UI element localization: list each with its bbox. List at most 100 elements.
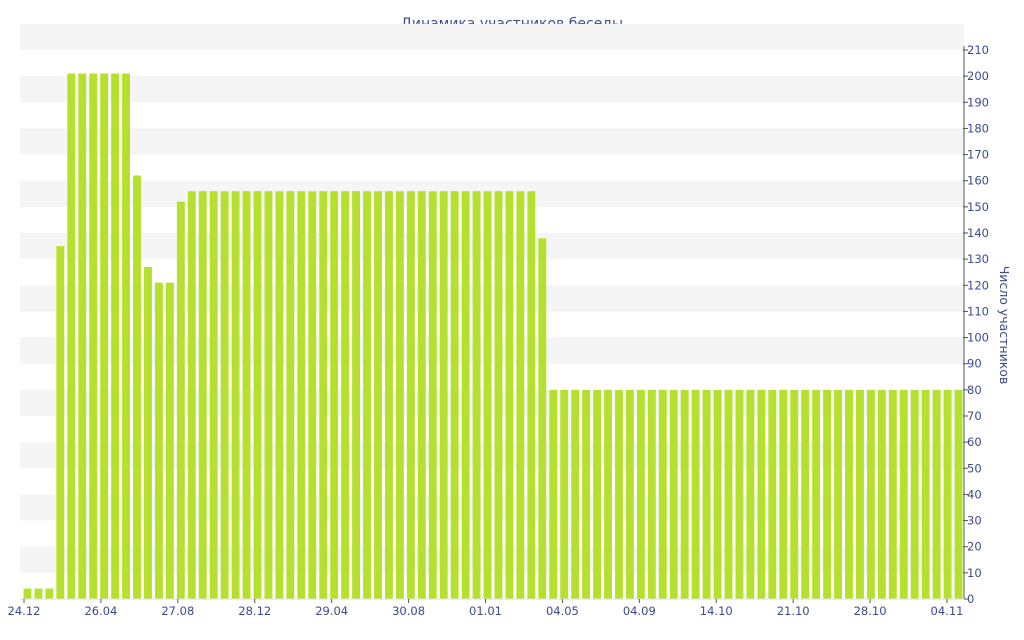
y-tick-label: 60 xyxy=(967,435,982,449)
bar xyxy=(746,389,755,599)
bar xyxy=(428,191,437,599)
bar xyxy=(494,191,503,599)
bar xyxy=(319,191,328,599)
y-tick-label: 10 xyxy=(967,566,982,580)
y-tick-label: 200 xyxy=(967,69,989,83)
bar xyxy=(209,191,218,599)
bar xyxy=(834,389,842,599)
y-tick-label: 120 xyxy=(967,278,989,292)
bar xyxy=(560,389,569,599)
bar xyxy=(450,191,459,599)
x-tick-label: 28.10 xyxy=(854,604,887,618)
y-tick-label: 160 xyxy=(967,174,989,188)
bar xyxy=(669,389,678,599)
y-tick-label: 90 xyxy=(967,357,982,371)
bar xyxy=(220,191,229,599)
bar xyxy=(439,191,448,599)
bar xyxy=(516,191,525,599)
y-tick-label: 150 xyxy=(967,200,989,214)
bar xyxy=(275,191,284,599)
bar xyxy=(406,191,415,599)
bar xyxy=(297,191,306,599)
x-tick-label: 21.10 xyxy=(777,604,810,618)
x-tick-label: 04.05 xyxy=(546,604,579,618)
y-tick-label: 140 xyxy=(967,226,989,240)
bar xyxy=(779,389,788,599)
bar xyxy=(374,191,382,599)
bar xyxy=(899,389,908,599)
x-tick-label: 24.12 xyxy=(8,604,41,618)
bar xyxy=(505,191,514,599)
bar xyxy=(877,389,886,599)
y-tick-label: 50 xyxy=(967,461,982,475)
bar xyxy=(658,389,667,599)
x-tick-label: 04.11 xyxy=(931,604,964,618)
bar xyxy=(790,389,799,599)
grid-band xyxy=(20,76,964,103)
bar xyxy=(954,389,963,599)
bar xyxy=(363,191,371,599)
y-tick-label: 70 xyxy=(967,409,982,423)
bar xyxy=(122,73,131,600)
bar xyxy=(78,73,87,600)
bar xyxy=(23,588,32,599)
bar xyxy=(461,191,470,599)
bar xyxy=(330,191,339,599)
bar xyxy=(647,389,656,599)
bar xyxy=(735,389,744,599)
y-tick-label: 0 xyxy=(967,592,974,606)
bar xyxy=(286,191,295,599)
bar xyxy=(713,389,722,599)
bar xyxy=(538,238,547,599)
bar xyxy=(253,191,262,599)
y-tick-label: 170 xyxy=(967,148,989,162)
bar xyxy=(866,389,875,599)
bar xyxy=(56,246,65,600)
x-tick-label: 29.04 xyxy=(315,604,348,618)
bar xyxy=(242,191,251,599)
bar xyxy=(352,191,361,599)
bar xyxy=(680,389,689,599)
bar xyxy=(604,389,612,599)
bar-series xyxy=(23,73,963,600)
bar xyxy=(154,282,163,599)
y-tick-label: 190 xyxy=(967,95,989,109)
bar xyxy=(845,389,853,599)
x-tick-label: 27.08 xyxy=(161,604,194,618)
bar xyxy=(308,191,317,599)
bar xyxy=(888,389,897,599)
bar xyxy=(527,191,536,599)
x-tick-label: 30.08 xyxy=(392,604,425,618)
bar xyxy=(45,588,54,599)
y-axis-title: Число участников xyxy=(997,266,1012,385)
bar xyxy=(100,73,109,600)
bar xyxy=(384,191,393,599)
bar xyxy=(111,73,120,600)
bar xyxy=(691,389,700,599)
bar xyxy=(593,389,602,599)
bar xyxy=(582,389,591,599)
grid-band xyxy=(20,128,964,155)
bar xyxy=(921,389,930,599)
x-tick-label: 01.01 xyxy=(469,604,502,618)
bar xyxy=(757,389,766,599)
y-tick-label: 20 xyxy=(967,540,982,554)
grid-band xyxy=(20,180,964,207)
bar xyxy=(34,588,43,599)
bar xyxy=(549,389,558,599)
bar xyxy=(932,389,941,599)
bar xyxy=(483,191,492,599)
bar xyxy=(264,191,273,599)
bar xyxy=(910,389,919,599)
x-tick-label: 14.10 xyxy=(700,604,733,618)
bar xyxy=(823,389,832,599)
bar xyxy=(395,191,404,599)
bar xyxy=(625,389,634,599)
y-axis: 0 10 20 30 40 50 60 70 80 90 100 110 120 130 140 150 160… xyxy=(963,43,989,606)
y-tick-label: 130 xyxy=(967,252,989,266)
bar xyxy=(943,389,952,599)
bar xyxy=(812,389,821,599)
bar xyxy=(341,191,350,599)
bar xyxy=(176,201,185,599)
